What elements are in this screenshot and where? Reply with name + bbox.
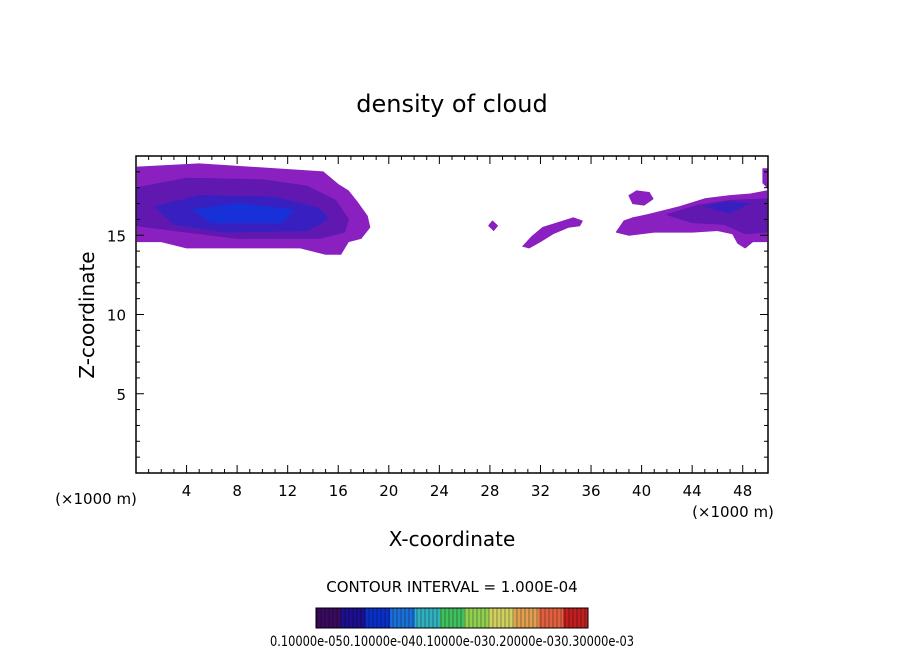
y-tick-label: 10 (107, 307, 126, 325)
colorbar-swatch (464, 608, 490, 628)
x-unit-left: (×1000 m) (55, 490, 137, 508)
colorbar-swatch (439, 608, 465, 628)
colorbar-frame (315, 607, 589, 629)
colorbar-swatch (365, 608, 391, 628)
y-tick-label: 5 (116, 386, 126, 404)
cloud-regions (136, 163, 768, 255)
contour-interval-label: CONTOUR INTERVAL = 1.000E-04 (326, 578, 577, 596)
y-tick-labels: 5 10 15 (107, 227, 126, 404)
colorbar-swatch (563, 608, 589, 628)
y-tick-label: 15 (107, 227, 126, 245)
x-tick-label: 16 (329, 482, 348, 500)
colorbar (316, 608, 589, 628)
colorbar-swatch (316, 608, 342, 628)
x-tick-label: 28 (480, 482, 499, 500)
x-tick-label: 40 (632, 482, 651, 500)
x-axis-label: X-coordinate (389, 527, 516, 551)
y-axis-label: Z-coordinate (75, 251, 99, 378)
colorbar-swatch (340, 608, 366, 628)
x-tick-label: 32 (531, 482, 550, 500)
x-tick-labels: 4 8 12 16 20 24 28 32 36 40 44 48 (182, 482, 752, 500)
colorbar-swatch (489, 608, 515, 628)
dot-cloud-outer (488, 220, 498, 231)
x-tick-label: 44 (683, 482, 702, 500)
colorbar-labels: 0.10000e-050.10000e-040.10000e-030.20000… (270, 634, 634, 650)
west-cloud-core (192, 203, 295, 224)
colorbar-swatch (414, 608, 441, 628)
east-cloud-inner (704, 201, 750, 214)
east-small-cloud-outer (628, 190, 654, 206)
x-tick-label: 20 (379, 482, 398, 500)
mid-streak-cloud-outer (522, 217, 583, 249)
x-tick-label: 8 (232, 482, 242, 500)
x-tick-label: 36 (581, 482, 600, 500)
x-unit-right: (×1000 m) (692, 503, 774, 521)
x-tick-label: 24 (430, 482, 449, 500)
axis-ticks (136, 156, 768, 473)
colorbar-swatch (538, 608, 564, 628)
chart-title: density of cloud (356, 90, 547, 118)
x-tick-label: 12 (278, 482, 297, 500)
x-tick-label: 4 (182, 482, 192, 500)
x-tick-label: 48 (733, 482, 752, 500)
colorbar-swatch (513, 608, 540, 628)
colorbar-swatch (390, 608, 416, 628)
